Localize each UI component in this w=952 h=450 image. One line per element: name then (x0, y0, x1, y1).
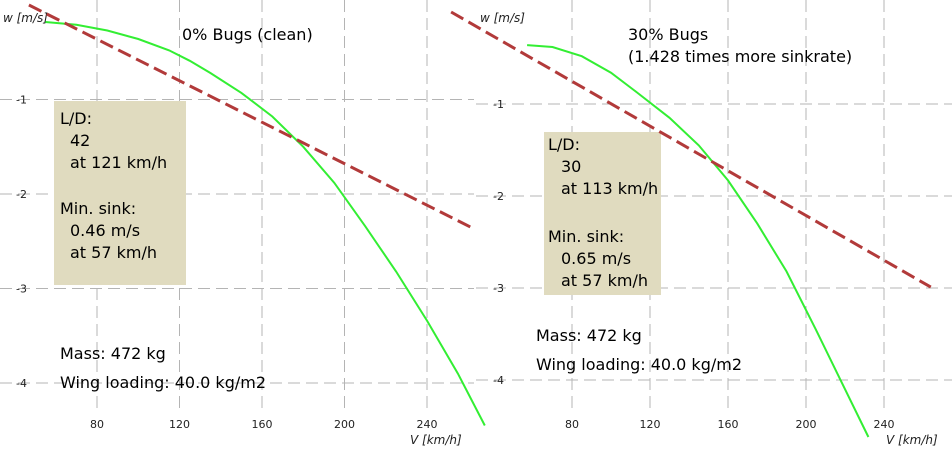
min-sink-value: 0.65 m/s (561, 249, 631, 268)
wing-loading-label: Wing loading: 40.0 kg/m2 (536, 355, 742, 374)
best-glide-tangent-line (28, 3, 476, 231)
x-tick-label: 80 (565, 418, 579, 431)
ld-label: L/D: (548, 135, 580, 154)
min-sink-value: 0.46 m/s (70, 221, 140, 240)
best-glide-tangent-line (450, 10, 932, 289)
x-tick-label: 200 (334, 418, 355, 431)
chart-title: 0% Bugs (clean) (182, 25, 313, 44)
y-axis-label: w [m/s] (480, 11, 525, 25)
mass-label: Mass: 472 kg (60, 344, 166, 363)
ld-speed: at 113 km/h (561, 179, 658, 198)
y-tick-label: -4 (16, 377, 27, 390)
info-box (54, 101, 186, 285)
min-sink-label: Min. sink: (548, 227, 624, 246)
info-box (544, 132, 661, 295)
ld-value: 42 (70, 131, 90, 150)
y-tick-label: -3 (16, 283, 27, 296)
x-axis-label: V [km/h] (410, 433, 462, 447)
x-tick-label: 120 (169, 418, 190, 431)
x-tick-label: 160 (718, 418, 739, 431)
y-tick-label: -3 (493, 282, 504, 295)
chart-title: 30% Bugs (628, 25, 708, 44)
wing-loading-label: Wing loading: 40.0 kg/m2 (60, 373, 266, 392)
x-tick-label: 80 (90, 418, 104, 431)
ld-speed: at 121 km/h (70, 153, 167, 172)
x-axis-label: V [km/h] (886, 433, 938, 447)
y-tick-label: -1 (493, 98, 504, 111)
chart-panel-2: 80 120 160 200 240 -1 -2 -3 -4 w [m/s] V [km/h] 30%… (450, 0, 952, 447)
ld-value: 30 (561, 157, 581, 176)
polar-curve (527, 44, 870, 438)
y-tick-label: -1 (16, 94, 27, 107)
min-sink-speed: at 57 km/h (561, 271, 648, 290)
min-sink-speed: at 57 km/h (70, 243, 157, 262)
chart-panel-1: 80 120 160 200 240 -1 -2 -3 -4 w [m/s] V [km/h] 0% … (0, 0, 486, 447)
y-tick-label: -2 (16, 188, 27, 201)
y-tick-label: -4 (493, 374, 504, 387)
x-tick-label: 120 (640, 418, 661, 431)
x-tick-label: 200 (796, 418, 817, 431)
y-tick-label: -2 (493, 190, 504, 203)
polar-curve (45, 21, 486, 426)
x-tick-label: 240 (417, 418, 438, 431)
y-axis-label: w [m/s] (3, 11, 48, 25)
x-tick-label: 240 (874, 418, 895, 431)
ld-label: L/D: (60, 109, 92, 128)
min-sink-label: Min. sink: (60, 199, 136, 218)
chart-title: (1.428 times more sinkrate) (628, 47, 852, 66)
mass-label: Mass: 472 kg (536, 326, 642, 345)
x-tick-label: 160 (252, 418, 273, 431)
